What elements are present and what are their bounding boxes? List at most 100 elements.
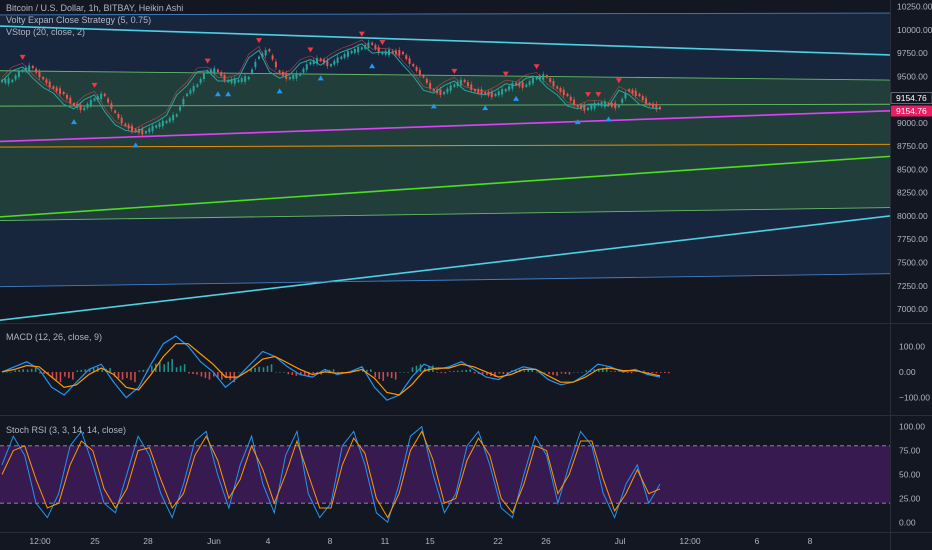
candle-body: [199, 79, 202, 83]
candle-body: [518, 82, 521, 87]
candle-body: [148, 128, 151, 133]
green-channel-mid-line[interactable]: [0, 103, 891, 107]
sell-signal-marker: [451, 68, 458, 74]
macd-histogram-bar: [337, 371, 339, 373]
candle-body: [538, 75, 541, 80]
candle-body: [545, 75, 548, 78]
price-axis-label: 8750.00: [897, 141, 928, 151]
price-axis-label: 9750.00: [897, 48, 928, 58]
candle-body: [515, 82, 518, 85]
macd-axis-label: 100.00: [899, 341, 925, 351]
stop-price-label: 9154.76: [896, 106, 927, 116]
candle-body: [549, 78, 552, 83]
stoch-rsi-legend[interactable]: Stoch RSI (3, 3, 14, 14, close): [6, 425, 127, 435]
macd-histogram-bar: [221, 371, 223, 380]
candle-body: [566, 93, 569, 97]
time-axis[interactable]: 12:00 25 28 Jun 4 8 11 15 22 26 Jul 12:00 6 8: [29, 536, 812, 546]
candle-body: [326, 60, 329, 67]
macd-histogram-bar: [366, 369, 368, 372]
candle-body: [220, 72, 223, 77]
macd-histogram-bar: [179, 365, 182, 372]
macd-histogram-bar: [614, 370, 616, 372]
macd-histogram-bar: [10, 371, 12, 373]
macd-histogram-bar: [14, 370, 17, 372]
symbol-legend[interactable]: Bitcoin / U.S. Dollar, 1h, BITBAY, Heiki…: [6, 3, 184, 13]
candle-body: [473, 89, 476, 92]
macd-histogram-bar: [494, 371, 496, 378]
candle-body: [405, 55, 408, 60]
macd-histogram-bar: [204, 371, 207, 379]
candle-body: [254, 61, 257, 68]
candle-body: [258, 56, 261, 59]
candle-body: [305, 64, 308, 70]
cyan-ascending-trend-line[interactable]: [0, 215, 891, 322]
time-axis-label: 22: [493, 536, 503, 546]
green-channel-top-line[interactable]: [0, 70, 891, 81]
price-axis-label: 7500.00: [897, 257, 928, 267]
macd-histogram-bar: [72, 371, 74, 380]
macd-axis-label: −100.00: [899, 393, 930, 403]
candle-body: [607, 103, 610, 106]
candle-body: [463, 79, 466, 83]
green-channel-bottom-line[interactable]: [0, 207, 891, 222]
candle-body: [470, 84, 473, 90]
macd-histogram-bar: [605, 366, 608, 372]
stoch-k-line: [1, 425, 661, 524]
macd-legend[interactable]: MACD (12, 26, close, 9): [6, 332, 103, 342]
candle-body: [120, 117, 123, 124]
price-axis-label: 8500.00: [897, 164, 928, 174]
candle-body: [213, 68, 216, 74]
candle-body: [79, 104, 82, 111]
outer-channel-bottom-line[interactable]: [0, 273, 891, 288]
candle-body: [562, 89, 565, 96]
price-axis[interactable]: 10250.0010000.009750.009500.009250.00900…: [897, 2, 932, 528]
macd-histogram-bar: [30, 368, 33, 372]
candle-body: [504, 89, 507, 92]
candle-body: [45, 79, 48, 84]
macd-histogram: [2, 359, 670, 383]
macd-histogram-bar: [324, 370, 327, 372]
candle-body: [459, 79, 462, 86]
price-axis-label: 9000.00: [897, 118, 928, 128]
buy-signal-marker: [605, 116, 612, 122]
sell-signal-marker: [256, 38, 263, 44]
outer-channel-top-line[interactable]: [0, 12, 891, 16]
magenta-support-line[interactable]: [0, 109, 891, 143]
macd-histogram-bar: [142, 369, 145, 372]
macd-histogram-bar: [597, 368, 600, 372]
candle-body: [490, 91, 493, 98]
macd-histogram-bar: [275, 371, 277, 373]
macd-histogram-bar: [440, 371, 443, 373]
sell-signal-marker: [91, 82, 98, 88]
macd-histogram-bar: [138, 370, 141, 372]
candle-body: [360, 47, 363, 50]
candle-body: [48, 81, 51, 88]
time-axis-label: 12:00: [29, 536, 51, 546]
sell-signal-marker: [615, 78, 622, 84]
macd-histogram-bar: [461, 370, 463, 372]
stoch-d-line: [1, 430, 661, 519]
candle-body: [556, 86, 559, 89]
candle-body: [141, 128, 144, 135]
macd-histogram-bar: [415, 365, 418, 372]
macd-histogram-bar: [626, 371, 629, 373]
lime-ascending-trend-line[interactable]: [0, 155, 891, 218]
candle-body: [559, 88, 562, 92]
candle-body: [587, 107, 590, 111]
macd-histogram-bar: [585, 370, 588, 372]
stop-price-tag: 9154.76: [891, 105, 932, 117]
candle-body: [511, 83, 514, 89]
buy-signal-marker: [317, 75, 324, 81]
candle-body: [614, 102, 617, 109]
cyan-descending-trend-line[interactable]: [0, 25, 891, 56]
price-pane[interactable]: [0, 0, 890, 323]
candle-body: [274, 61, 277, 68]
candle-body: [14, 75, 17, 80]
vstop-legend[interactable]: VStop (20, close, 2): [6, 27, 86, 37]
macd-histogram-bar: [664, 371, 666, 373]
orange-level-line[interactable]: [0, 143, 891, 148]
price-axis-label: 7250.00: [897, 281, 928, 291]
candle-body: [151, 125, 154, 132]
strategy-legend[interactable]: Volty Expan Close Strategy (5, 0.75): [6, 15, 152, 25]
